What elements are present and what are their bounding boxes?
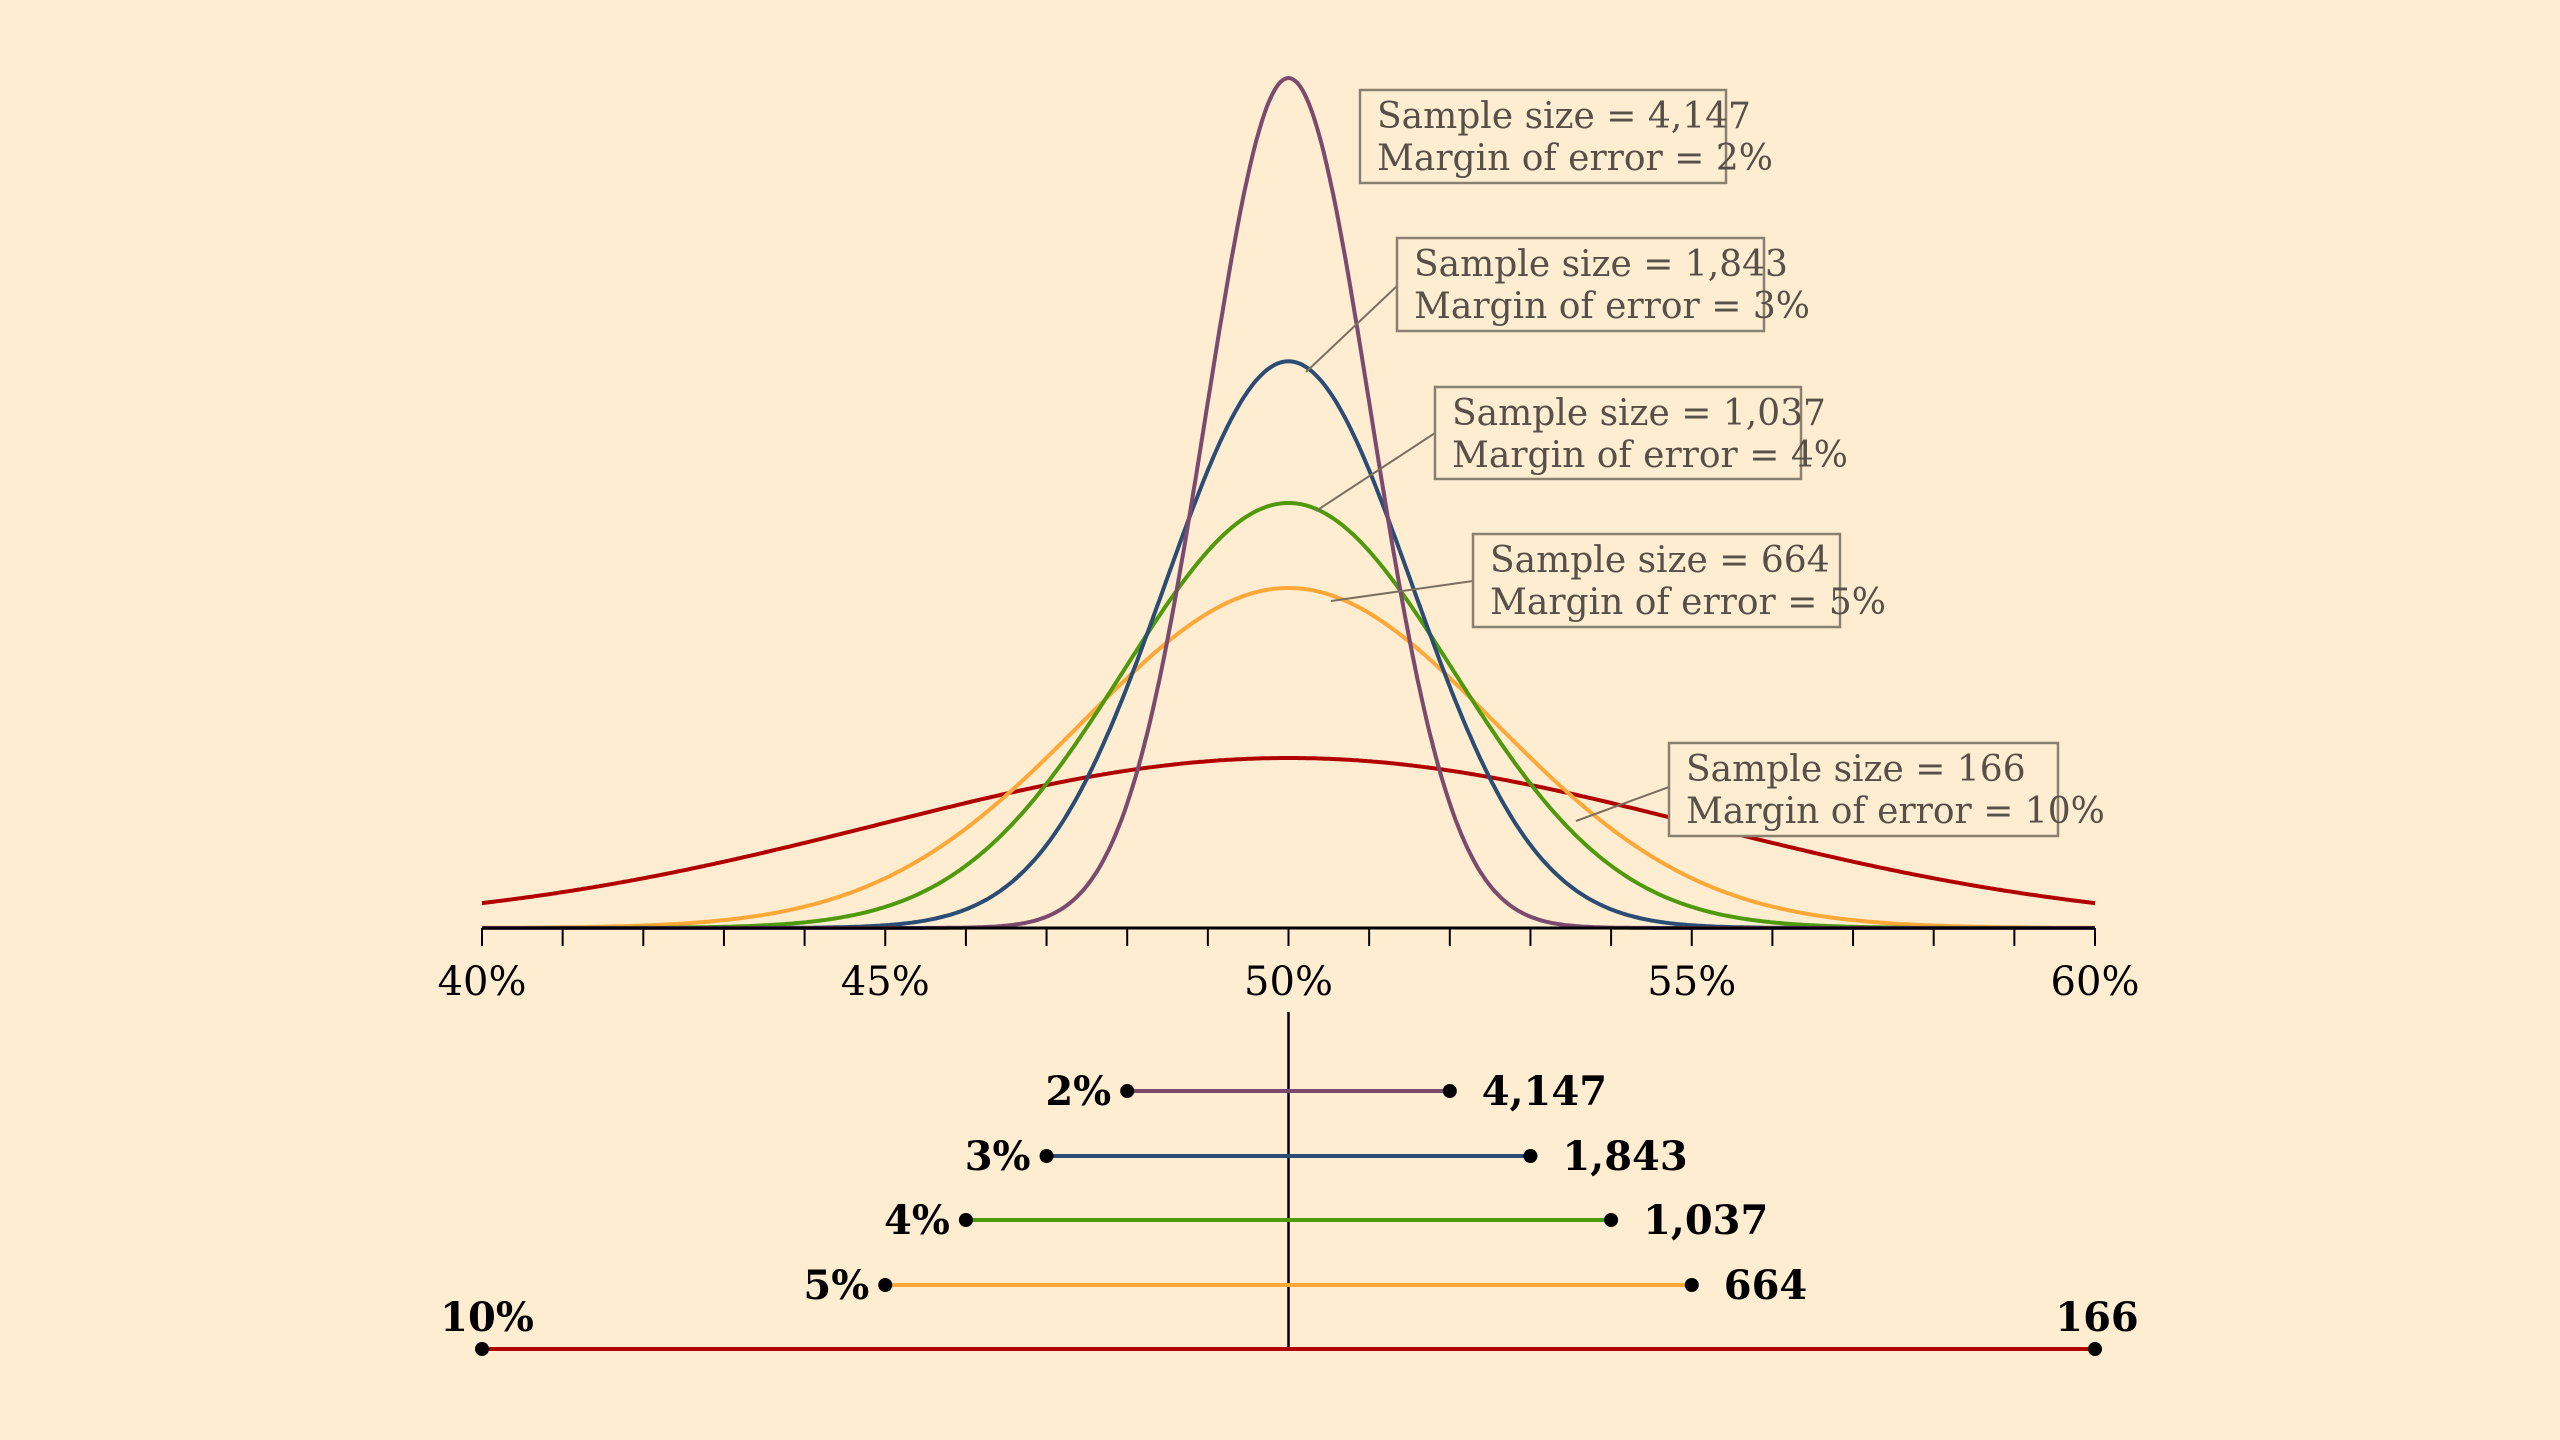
interval-moe-2: 2% 4,147 (1045, 1068, 1607, 1115)
interval-sample-size-label: 664 (1724, 1262, 1808, 1309)
x-axis: 40% 45% 50% 55% 60% (438, 926, 2140, 1005)
interval-endpoint-right (1523, 1149, 1538, 1163)
label-box (1667, 741, 2060, 838)
sample-size-text: Sample size = 166 (1686, 749, 2026, 790)
tick-label: 45% (841, 959, 930, 1005)
tick-label: 55% (1647, 959, 1736, 1005)
interval-endpoint-right (2088, 1342, 2102, 1356)
margin-of-error-text: Margin of error = 10% (1686, 791, 2105, 832)
interval-moe-4: 4% 1,037 (884, 1197, 1768, 1244)
curve-moe-5 (482, 586, 2095, 930)
interval-endpoint-right (1684, 1278, 1699, 1292)
leader-line (1305, 285, 1398, 373)
label-box (1395, 236, 1766, 333)
interval-moe-label: 5% (803, 1262, 869, 1309)
interval-endpoint-left (878, 1278, 893, 1292)
interval-moe-10: 10% 166 (440, 1294, 2139, 1356)
interval-sample-size-label: 166 (2055, 1294, 2139, 1341)
intervals: 2% 4,147 3% 1,843 4% 1,037 5% 664 10% 166 (440, 1012, 2139, 1356)
tick-label: 50% (1244, 959, 1333, 1005)
leader-line (1315, 432, 1436, 512)
curve-moe-4 (482, 501, 2095, 930)
margin-of-error-text: Margin of error = 3% (1414, 286, 1810, 327)
interval-endpoint-right (1442, 1084, 1457, 1098)
curve-moe-10 (481, 756, 2096, 906)
tick-label: 40% (438, 959, 527, 1005)
sample-size-text: Sample size = 664 (1490, 540, 1830, 581)
sample-size-text: Sample size = 4,147 (1377, 96, 1751, 137)
label-box (1471, 532, 1842, 629)
margin-of-error-text: Margin of error = 4% (1452, 435, 1848, 476)
label-box (1358, 88, 1728, 185)
label-box (1433, 385, 1803, 481)
interval-endpoint-left (958, 1213, 973, 1227)
sample-size-text: Sample size = 1,843 (1414, 244, 1788, 285)
interval-endpoint-left (1120, 1084, 1135, 1098)
interval-moe-3: 3% 1,843 (965, 1133, 1688, 1180)
sample-size-text: Sample size = 1,037 (1452, 393, 1826, 434)
interval-moe-5: 5% 664 (803, 1262, 1807, 1309)
interval-moe-label: 10% (440, 1294, 534, 1341)
interval-moe-label: 3% (965, 1133, 1031, 1180)
margin-of-error-text: Margin of error = 2% (1377, 138, 1773, 179)
leader-line (1575, 786, 1670, 822)
interval-moe-label: 2% (1045, 1068, 1111, 1115)
interval-sample-size-label: 4,147 (1482, 1068, 1607, 1115)
interval-endpoint-left (475, 1342, 489, 1356)
interval-sample-size-label: 1,843 (1562, 1133, 1687, 1180)
interval-moe-label: 4% (884, 1197, 950, 1244)
margin-of-error-text: Margin of error = 5% (1490, 582, 1886, 623)
leader-line (1330, 580, 1474, 602)
interval-sample-size-label: 1,037 (1643, 1197, 1768, 1244)
interval-endpoint-right (1604, 1213, 1619, 1227)
tick-label: 60% (2051, 959, 2140, 1005)
interval-endpoint-left (1039, 1149, 1054, 1163)
